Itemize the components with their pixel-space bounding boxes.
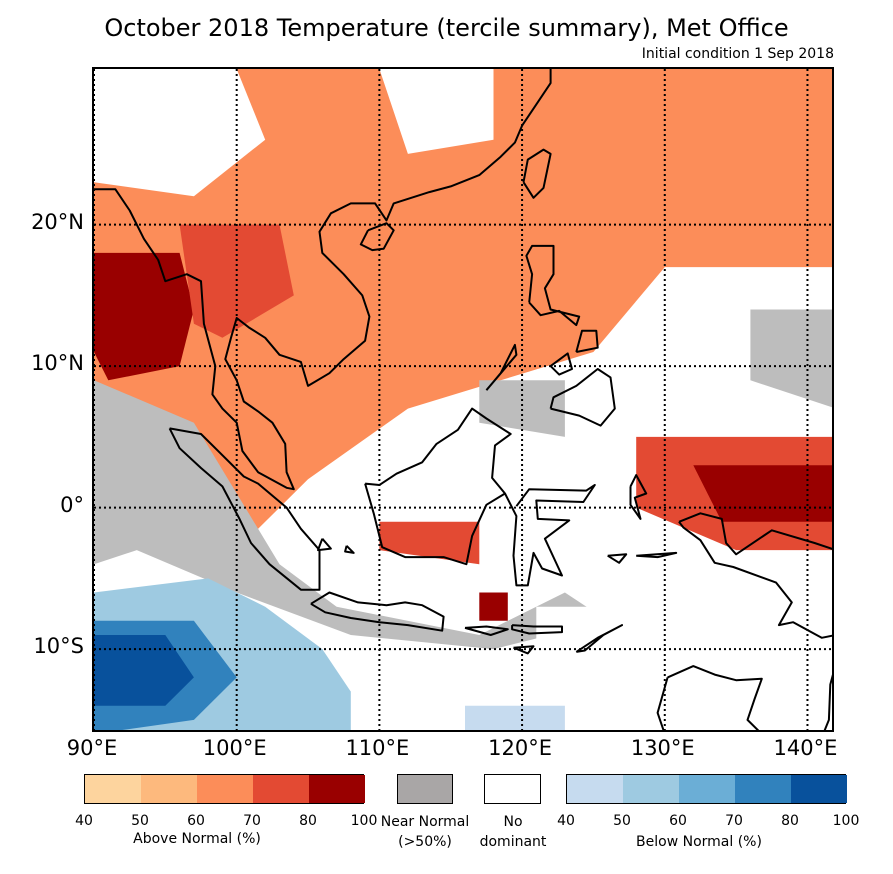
coastline-12 [511,624,563,635]
no-dominant-swatch [484,774,541,804]
near-normal-label-line1: Near Normal [380,814,470,830]
tercile-field [94,69,832,730]
coastline-0 [94,69,552,491]
below-normal-caption: Below Normal (%) [636,834,762,850]
below-normal-swatches [566,774,847,804]
coastline-10 [575,329,599,353]
coastline-19 [678,512,832,639]
above-ticks-4: 80 [299,813,317,829]
tercile-region-above-8 [179,224,294,338]
tercile-region-above-7 [94,252,194,381]
lon-label-130: 130°E [630,736,695,760]
below-segs-segment-1 [623,775,679,803]
lat-label--10: 10°S [33,634,84,659]
lon-label-140: 140°E [773,736,838,760]
tercile-region-none-5 [379,69,494,154]
tercile-region-above-12 [479,592,508,621]
below-ticks-2: 60 [669,813,687,829]
lon-label-120: 120°E [488,736,552,760]
lat-label-20: 20°N [31,209,84,234]
above-segs-segment-2 [197,775,253,803]
above-ticks-1: 50 [131,813,149,829]
coastline-21 [317,538,332,552]
coastline-7 [485,343,518,391]
above-normal-colorbar [84,774,365,804]
near-normal-label-line2: (>50%) [398,834,452,850]
chart-title: October 2018 Temperature (tercile summar… [104,14,789,42]
coastline-5 [364,407,512,566]
above-ticks-2: 60 [187,813,205,829]
coastline-22 [344,545,355,554]
below-ticks-3: 70 [725,813,743,829]
initial-condition-subtitle: Initial condition 1 Sep 2018 [641,46,834,62]
coastline-14 [575,624,623,653]
below-ticks-4: 80 [781,813,799,829]
below-segs-segment-2 [679,775,735,803]
above-ticks-5: 100 [350,813,378,829]
lon-label-100: 100°E [202,736,267,760]
near-normal-label: Near Normal (>50%) [381,812,470,852]
below-segs-segment-0 [567,775,623,803]
tercile-region-near-3 [479,380,565,437]
coastline-2 [522,148,552,199]
lon-label-90: 90°E [66,736,118,760]
coastline-6 [504,484,596,587]
tercile-region-none-4 [94,69,266,197]
above-segs-segment-4 [309,775,365,803]
coastline-20 [656,665,832,730]
coastline-3 [168,427,321,591]
below-ticks-1: 50 [613,813,631,829]
no-dominant-label: No dominant [480,812,547,852]
below-segs-segment-3 [735,775,791,803]
coastline-11 [549,352,573,376]
below-normal-colorbar [566,774,847,804]
coastline-4 [310,591,445,632]
lon-label-110: 110°E [345,736,410,760]
tercile-region-near-1 [94,380,608,650]
above-ticks-3: 70 [243,813,261,829]
gridlines [94,69,832,730]
below-segs-segment-4 [791,775,847,803]
below-ticks-5: 100 [832,813,860,829]
lat-label-0: 0° [60,492,84,517]
tercile-map [94,69,832,730]
coastline-16 [629,474,648,520]
above-ticks-0: 40 [75,813,93,829]
coastline-8 [549,368,616,427]
coastline-17 [607,553,628,564]
below-ticks-0: 40 [557,813,575,829]
coastline-18 [636,551,678,559]
tercile-region-none-6 [536,606,832,730]
above-normal-swatches [84,774,365,804]
near-normal-swatch [397,774,453,804]
no-dominant-label-line1: No [503,814,523,830]
coastline-13 [464,625,509,636]
tercile-region-below-16 [465,705,565,730]
no-dominant-label-line2: dominant [479,834,547,850]
tercile-region-above-10 [693,465,832,522]
lat-label-10: 10°N [31,351,84,376]
tercile-region-above-0 [94,69,832,551]
coastline-9 [525,244,581,327]
above-segs-segment-3 [253,775,309,803]
tercile-region-below-15 [94,635,194,706]
above-normal-caption: Above Normal (%) [133,831,261,847]
above-segs-segment-1 [141,775,197,803]
map-panel [92,67,834,732]
tercile-region-above-11 [379,521,480,565]
tercile-region-near-2 [750,309,832,408]
coastlines [94,69,832,730]
coastline-1 [359,222,395,252]
above-segs-segment-0 [85,775,141,803]
